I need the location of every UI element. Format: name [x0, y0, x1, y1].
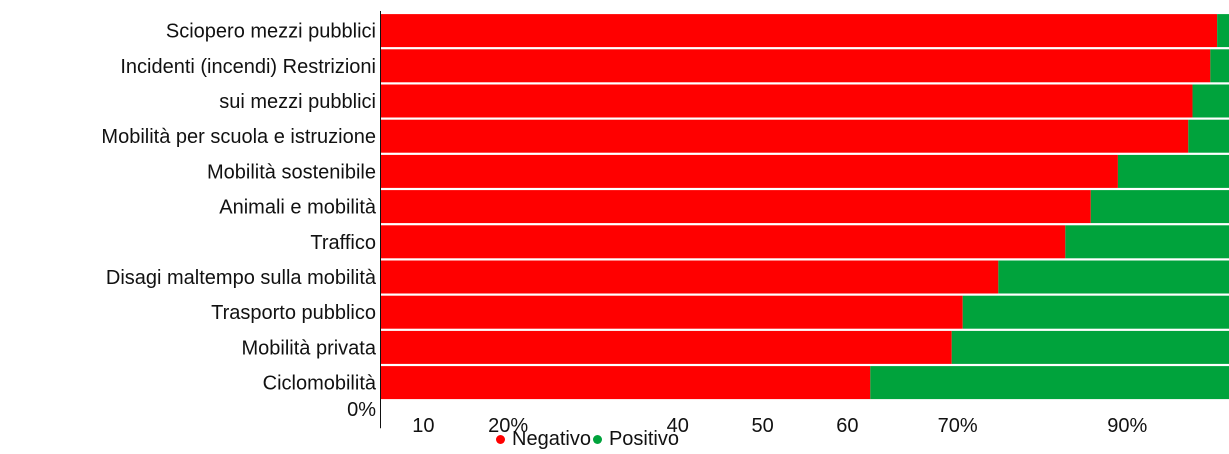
legend-label-positivo: Positivo [608, 428, 679, 450]
bar-negativo-5 [381, 190, 1091, 224]
category-label: Mobilità per scuola e istruzione [101, 126, 376, 148]
bar-negativo-9 [381, 330, 952, 364]
x-tick-label: 70% [938, 415, 978, 437]
bar-positivo-10 [870, 366, 1229, 400]
bar-positivo-9 [951, 330, 1229, 364]
x-tick-label: 60 [836, 415, 858, 437]
legend-item-negativo: Negativo [494, 428, 591, 451]
bar-negativo-1 [381, 49, 1211, 83]
bar-negativo-10 [381, 366, 871, 400]
bar-positivo-5 [1090, 190, 1229, 224]
bar-positivo-0 [1217, 14, 1229, 48]
legend-swatch-positivo [592, 435, 602, 444]
category-label: Mobilità sostenibile [207, 161, 376, 183]
bar-positivo-8 [962, 295, 1229, 329]
bar-negativo-4 [381, 154, 1118, 188]
x-tick-label: 0% [347, 399, 376, 421]
bar-positivo-6 [1065, 225, 1229, 259]
bar-positivo-7 [998, 260, 1229, 294]
bar-positivo-3 [1188, 119, 1229, 153]
category-label: Traffico [310, 232, 376, 254]
category-label: Incidenti (incendi) Restrizioni [120, 56, 376, 78]
bar-positivo-1 [1210, 49, 1229, 83]
legend-swatch-negativo [496, 435, 505, 444]
category-label: Animali e mobilità [219, 197, 377, 219]
x-tick-label: 10 [412, 415, 434, 437]
category-label: sui mezzi pubblici [219, 91, 376, 113]
bar-negativo-7 [381, 260, 999, 294]
bar-negativo-2 [381, 84, 1193, 118]
category-label: Mobilità privata [241, 337, 376, 359]
legend-item-positivo: Positivo [591, 428, 679, 451]
category-label: Ciclomobilità [263, 373, 377, 395]
x-tick-label: 50 [751, 415, 773, 437]
chart-legend: Negativo Positivo [494, 428, 679, 451]
category-label: Trasporto pubblico [211, 302, 376, 324]
bar-negativo-0 [381, 14, 1218, 48]
x-tick-label: 90% [1107, 415, 1147, 437]
legend-label-negativo: Negativo [512, 428, 591, 450]
x-tick-label: 40 [667, 415, 689, 437]
bar-negativo-6 [381, 225, 1066, 259]
category-label: Disagi maltempo sulla mobilità [106, 267, 377, 289]
bar-positivo-2 [1192, 84, 1229, 118]
bar-negativo-3 [381, 119, 1189, 153]
x-tick-label: 20% [488, 415, 528, 437]
bar-positivo-4 [1117, 154, 1229, 188]
bar-negativo-8 [381, 295, 963, 329]
category-label: Sciopero mezzi pubblici [166, 21, 376, 43]
